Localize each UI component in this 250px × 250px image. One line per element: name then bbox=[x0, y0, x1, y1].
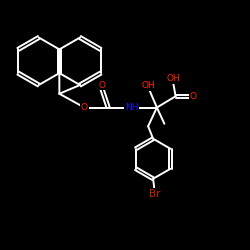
Text: NH: NH bbox=[125, 103, 138, 112]
Text: O: O bbox=[190, 92, 196, 101]
Text: O: O bbox=[98, 80, 105, 90]
Text: OH: OH bbox=[141, 81, 155, 90]
Text: Br: Br bbox=[149, 189, 160, 199]
Text: O: O bbox=[81, 103, 88, 112]
Text: OH: OH bbox=[166, 74, 180, 83]
